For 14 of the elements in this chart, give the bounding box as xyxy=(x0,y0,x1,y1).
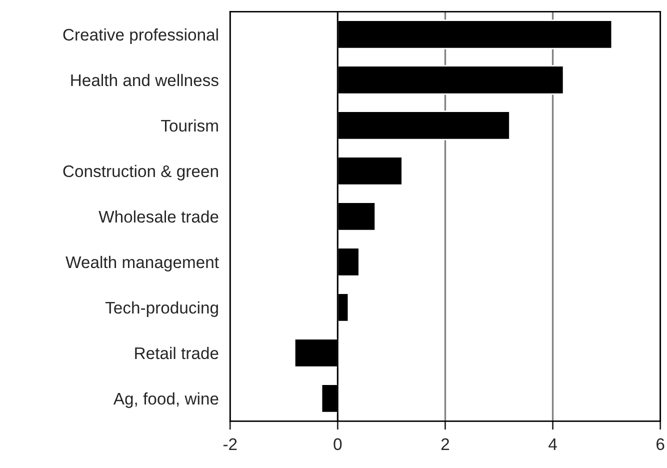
y-tick-label: Wealth management xyxy=(66,256,219,272)
y-tick-label: Creative professional xyxy=(63,28,218,44)
x-tick-label: 6 xyxy=(656,438,664,450)
y-tick-label: Wholesale trade xyxy=(98,210,218,223)
y-tick-label: Tourism xyxy=(161,119,218,132)
x-tick-label: 0 xyxy=(334,438,342,450)
y-tick-label: Retail trade xyxy=(135,346,218,360)
x-tick-label: -2 xyxy=(223,438,237,450)
x-tick-label: 4 xyxy=(548,438,557,450)
x-tick-label: 2 xyxy=(441,438,450,450)
y-tick-label: Ag, food, wine xyxy=(113,392,218,408)
y-tick-label: Construction & green xyxy=(63,164,218,180)
y-tick-label: Tech-producing xyxy=(105,301,218,317)
y-tick-label: Health and wellness xyxy=(71,74,218,86)
